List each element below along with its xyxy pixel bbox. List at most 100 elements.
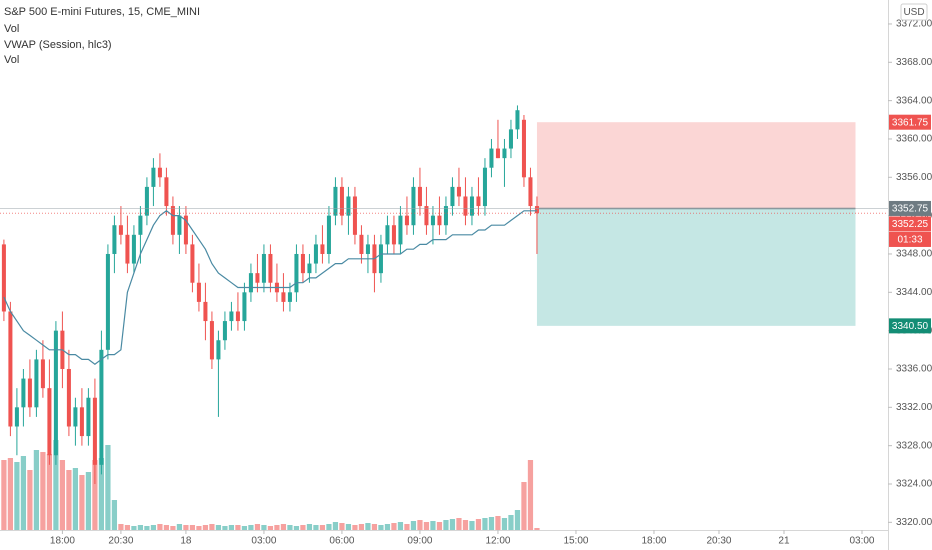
volume-bar (157, 524, 163, 530)
volume-bar (456, 518, 462, 530)
candle-body (450, 186, 455, 207)
candle-body (534, 206, 539, 214)
candle-body (378, 244, 383, 274)
candle-body (307, 263, 312, 274)
volume-bar (462, 520, 469, 530)
x-tick-label: 18 (180, 536, 192, 547)
volume-bar (222, 526, 228, 530)
x-tick-label: 20:30 (108, 536, 133, 547)
volume-bar (345, 524, 352, 530)
countdown-tag (889, 231, 931, 247)
candle-body (138, 215, 143, 235)
indicator-legend: Vol (4, 23, 19, 35)
candle-body (411, 186, 416, 226)
candle-body (164, 177, 169, 207)
volume-bar (521, 482, 527, 530)
volume-bar (248, 525, 254, 530)
volume-bar (488, 517, 495, 530)
candle-body (261, 253, 266, 283)
candle-body (294, 253, 299, 293)
candle-body (27, 378, 32, 408)
candle-body (183, 215, 188, 245)
volume-bar (293, 526, 300, 530)
volume-bar (527, 460, 534, 530)
volume-bar (170, 526, 176, 530)
volume-bar (332, 522, 339, 530)
candle-body (229, 311, 234, 322)
volume-bar (131, 526, 137, 530)
candle-body (287, 292, 292, 302)
candle-body (456, 186, 461, 197)
candle-body (79, 407, 84, 437)
stop-tag (889, 114, 931, 130)
stop-label: 3361.75 (892, 117, 929, 128)
volume-bar (66, 470, 72, 530)
volume-bar (508, 515, 514, 530)
volume-bar (300, 525, 306, 530)
indicator-legend: Vol (4, 54, 19, 66)
candle-body (105, 253, 110, 350)
candle-body (1, 244, 6, 312)
currency-label[interactable]: USD (903, 7, 924, 18)
x-tick-label: 20:30 (706, 536, 731, 547)
volume-bar (352, 525, 358, 530)
volume-bar (40, 452, 46, 530)
candle-body (190, 244, 195, 283)
volume-bar (287, 525, 293, 530)
candle-body (417, 186, 422, 207)
candle-body (21, 378, 26, 408)
candle-body (346, 196, 351, 216)
volume-bar (514, 510, 521, 530)
volume-bar (443, 520, 449, 530)
volume-bar (163, 525, 170, 530)
volume-bar (365, 523, 371, 530)
candle-body (209, 321, 214, 360)
candle-body (326, 215, 331, 254)
candle-body (502, 148, 507, 159)
candle-body (125, 234, 130, 264)
vwap-line (3, 210, 537, 365)
volume-bar (150, 525, 157, 530)
volume-bar (215, 525, 222, 530)
candle-body (196, 282, 201, 302)
candle-body (216, 340, 221, 360)
x-tick-label: 18:00 (641, 536, 666, 547)
y-tick-label: 3368.00 (896, 57, 932, 68)
volume-bar (202, 525, 209, 530)
candle-body (99, 349, 104, 465)
volume-bar (371, 524, 378, 530)
candle-body (53, 330, 58, 456)
volume-bar (196, 526, 202, 530)
y-tick-label: 3356.00 (896, 172, 932, 183)
candle-body (92, 397, 97, 465)
candle-body (222, 321, 227, 341)
candle-body (352, 196, 357, 235)
volume-bar (33, 450, 40, 530)
volume-bar (339, 523, 345, 530)
x-tick-label: 12:00 (485, 536, 510, 547)
candle-body (47, 388, 52, 456)
volume-bar (267, 526, 274, 530)
volume-bar (417, 520, 423, 530)
volume-bar (436, 522, 443, 530)
volume-bar (14, 462, 20, 530)
x-tick-label: 03:00 (849, 536, 874, 547)
currency-box[interactable] (900, 3, 928, 21)
x-tick-label: 21 (778, 536, 790, 547)
candle-body (359, 234, 364, 254)
candle-body (424, 206, 429, 226)
volume-bar (469, 521, 475, 530)
chart-title: S&P 500 E-mini Futures, 15, CME_MINI (4, 6, 200, 18)
volume-bar (118, 524, 124, 530)
candle-body (515, 110, 520, 130)
volume-bar (384, 524, 391, 530)
x-tick-label: 15:00 (563, 536, 588, 547)
volume-bar (144, 526, 150, 530)
candle-body (14, 407, 19, 427)
candle-body (365, 244, 370, 254)
candle-body (333, 186, 338, 216)
last-price-tag (889, 216, 931, 232)
x-tick-label: 03:00 (251, 536, 276, 547)
y-tick-label: 3328.00 (896, 440, 932, 451)
